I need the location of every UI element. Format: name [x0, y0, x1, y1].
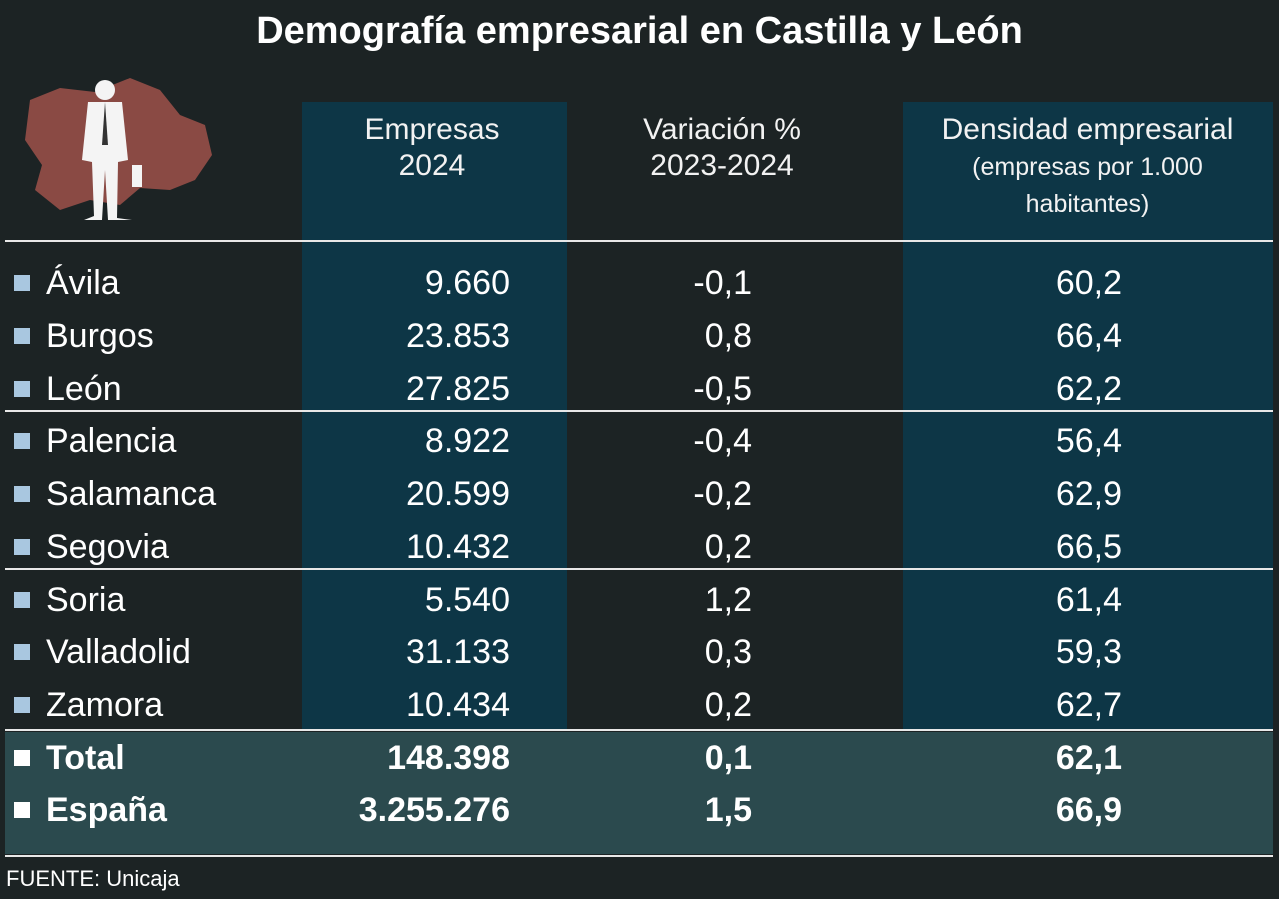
- cell-value: 10.434: [406, 686, 510, 724]
- header-text: Densidad empresarial: [941, 113, 1234, 146]
- cell-value: -0,4: [693, 422, 752, 461]
- column-header: Densidad empresarial (empresas por 1.000…: [920, 112, 1255, 222]
- row-marker: [14, 380, 30, 397]
- cell-value: 9.660: [424, 264, 510, 302]
- cell-value: 3.255.276: [358, 791, 510, 829]
- cell-value: -0,2: [693, 475, 752, 513]
- cell-value: -0,1: [693, 264, 752, 302]
- cell-value: -0,5: [693, 369, 752, 408]
- cell-value: 61,4: [1055, 580, 1122, 619]
- divider: [5, 410, 1273, 412]
- cell-value: 62,2: [1055, 369, 1122, 408]
- cell-value: 62,1: [1055, 739, 1122, 777]
- row-label: Salamanca: [46, 475, 217, 513]
- row-label: Palencia: [46, 422, 177, 461]
- cell-value: 148.398: [387, 739, 510, 777]
- row-label: Valladolid: [46, 633, 191, 672]
- row-label: Total: [46, 739, 125, 777]
- row-marker: [14, 591, 30, 608]
- cell-value: 66,5: [1055, 527, 1122, 566]
- row-label: Soria: [46, 580, 126, 619]
- divider: [5, 855, 1273, 857]
- row-label: Zamora: [46, 686, 164, 724]
- cell-value: 56,4: [1055, 422, 1122, 461]
- map-icon: [25, 78, 212, 220]
- row-marker: [14, 327, 30, 344]
- cell-value: 0,8: [704, 316, 752, 355]
- row-label: Burgos: [46, 316, 154, 355]
- divider: [5, 568, 1273, 570]
- column-band: [903, 102, 1273, 730]
- cell-value: 8.922: [424, 422, 510, 461]
- row-label: León: [46, 369, 122, 408]
- cell-value: 62,9: [1055, 475, 1122, 513]
- cell-value: 66,9: [1055, 791, 1122, 829]
- cell-value: 0,2: [704, 527, 752, 566]
- totals-band: [5, 732, 1273, 854]
- cell-value: 10.432: [406, 527, 510, 566]
- row-label: Ávila: [46, 264, 120, 302]
- source: FUENTE: Unicaja: [6, 866, 180, 891]
- row-marker: [14, 697, 30, 713]
- cell-value: 20.599: [406, 475, 510, 513]
- divider: [5, 240, 1273, 242]
- cell-value: 60,2: [1055, 264, 1122, 302]
- cell-value: 0,1: [704, 739, 752, 777]
- cell-value: 27.825: [406, 369, 510, 408]
- row-label: España: [46, 791, 167, 829]
- column-header: Variación % 2023-2024: [643, 113, 801, 182]
- cell-value: 5.540: [424, 580, 510, 619]
- cell-value: 0,2: [704, 686, 752, 724]
- cell-value: 62,7: [1055, 686, 1122, 724]
- row-marker: [14, 750, 30, 766]
- cell-value: 31.133: [406, 633, 510, 672]
- cell-value: 1,2: [704, 580, 752, 619]
- row-marker: [14, 538, 30, 555]
- row-marker: [14, 486, 30, 502]
- cell-value: 0,3: [704, 633, 752, 672]
- cell-value: 23.853: [406, 316, 510, 355]
- cell-value: 1,5: [704, 791, 752, 829]
- column-band: [302, 102, 567, 730]
- row-marker: [14, 433, 30, 450]
- row-marker: [14, 275, 30, 291]
- row-marker: [14, 644, 30, 661]
- title: Demografía empresarial en Castilla y Leó…: [256, 10, 1023, 52]
- divider: [5, 729, 1273, 731]
- row-label: Segovia: [46, 527, 169, 566]
- cell-value: 66,4: [1055, 316, 1122, 355]
- column-header: Empresas 2024: [364, 113, 500, 182]
- header-note: (empresas por 1.000 habitantes): [972, 153, 1203, 218]
- row-marker: [14, 802, 30, 818]
- cell-value: 59,3: [1055, 633, 1122, 672]
